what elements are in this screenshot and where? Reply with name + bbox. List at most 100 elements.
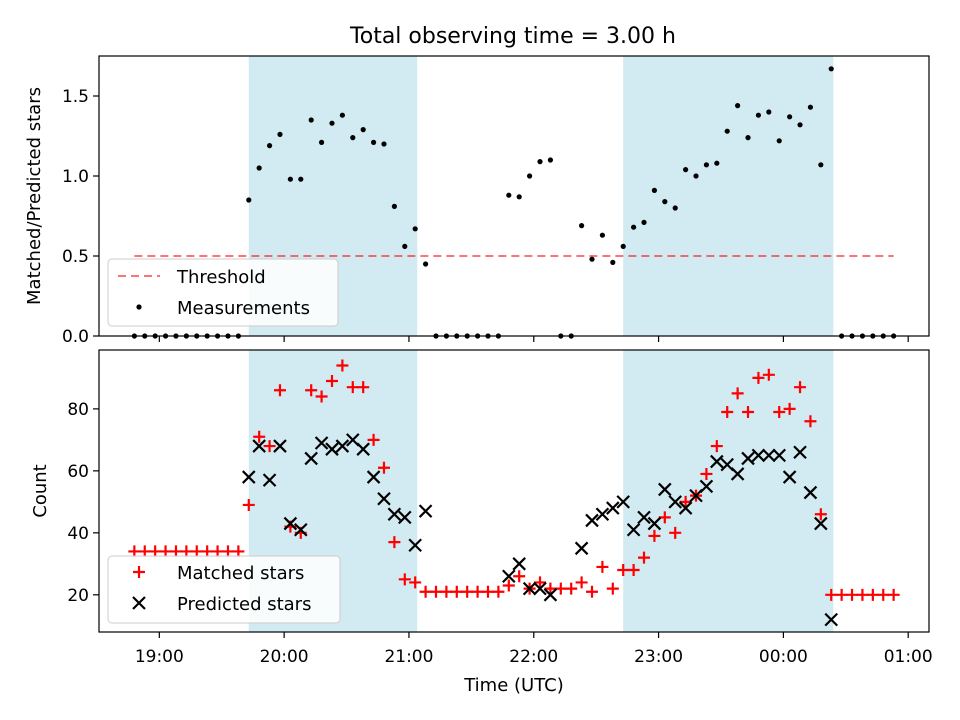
predicted-star-marker <box>314 436 329 450</box>
matched-star-marker <box>804 415 817 428</box>
predicted-star-marker <box>294 522 308 537</box>
matched-star-marker <box>211 545 224 558</box>
matched-star-marker <box>315 390 328 403</box>
predicted-star-marker <box>626 522 641 537</box>
predicted-star-marker <box>283 516 298 531</box>
x-tick-label: 00:00 <box>759 647 808 667</box>
measurement-point <box>672 205 678 211</box>
predicted-star-marker <box>377 491 391 506</box>
predicted-star-marker <box>678 501 693 515</box>
predicted-star-marker <box>273 439 287 453</box>
y-tick-label: 20 <box>67 586 89 606</box>
matched-star-marker <box>648 529 661 542</box>
bottom-legend: Matched stars Predicted stars <box>107 555 341 624</box>
matched-star-marker <box>721 405 734 418</box>
matched-star-marker <box>627 564 640 577</box>
predicted-star-marker <box>574 541 589 556</box>
matched-star-marker <box>461 585 474 598</box>
x-tick-label: 19:00 <box>135 647 184 667</box>
measurement-point <box>537 159 543 165</box>
legend-predicted-label: Predicted stars <box>177 594 311 615</box>
top-axes-frame <box>98 55 930 337</box>
measurement-point <box>350 135 356 141</box>
predicted-star-marker <box>533 581 547 596</box>
y-tick-label: 40 <box>67 524 89 544</box>
matched-star-marker <box>263 440 276 453</box>
matched-star-marker <box>346 381 359 394</box>
matched-star-marker <box>679 495 692 508</box>
matched-star-marker <box>575 576 588 589</box>
measurement-point <box>391 203 397 209</box>
legend-predicted-swatch <box>132 596 146 610</box>
y-tick-label: 1.0 <box>62 167 89 187</box>
measurement-point <box>641 219 647 225</box>
predicted-star-marker <box>304 451 318 466</box>
measurement-point <box>298 176 304 182</box>
ratio-panel: 0.0 0.5 1.0 1.5 Matched/Predicted stars Thr… <box>24 55 930 347</box>
matched-star-marker <box>305 384 318 397</box>
predicted-star-marker <box>408 538 422 553</box>
y-tick-label: 0.0 <box>62 327 89 347</box>
matched-star-marker <box>419 585 432 598</box>
predicted-star-marker <box>658 482 672 497</box>
predicted-star-marker <box>522 581 537 596</box>
predicted-star-marker <box>262 473 277 487</box>
measurement-point <box>807 104 814 110</box>
matched-star-marker <box>232 545 245 558</box>
matched-star-marker <box>658 511 671 524</box>
measurement-point <box>745 135 751 141</box>
shaded-band-1 <box>623 350 834 632</box>
predicted-star-marker <box>585 513 599 528</box>
matched-star-marker <box>700 467 713 480</box>
measurement-point <box>755 112 762 118</box>
matched-star-marker <box>149 545 162 558</box>
measurement-point <box>287 176 293 182</box>
predicted-star-marker <box>803 485 818 500</box>
matched-star-marker <box>887 588 900 601</box>
predicted-star-marker <box>595 507 610 522</box>
top-legend: Threshold Measurements <box>107 258 339 327</box>
matched-star-marker <box>825 588 838 601</box>
matched-star-marker <box>481 585 494 598</box>
measurement-point <box>318 139 325 145</box>
matched-star-marker <box>169 545 182 558</box>
predicted-star-marker <box>793 445 807 460</box>
x-tick-label: 23:00 <box>634 647 683 667</box>
predicted-star-marker <box>398 510 412 525</box>
measurement-point <box>422 261 429 267</box>
predicted-star-marker <box>418 504 433 518</box>
top-legend-box <box>107 258 339 327</box>
predicted-star-marker <box>241 470 256 484</box>
x-tick-label: 22:00 <box>509 647 558 667</box>
matched-star-marker <box>128 545 141 558</box>
matched-star-marker <box>638 551 651 564</box>
matched-star-marker <box>534 576 547 589</box>
predicted-star-marker <box>252 439 266 453</box>
matched-star-marker <box>471 585 484 598</box>
predicted-star-marker <box>616 495 630 509</box>
measurement-point <box>620 243 626 249</box>
measurement-point <box>776 138 782 144</box>
legend-matched-swatch <box>133 566 145 578</box>
matched-star-marker <box>773 405 786 418</box>
predicted-star-marker <box>772 448 787 463</box>
predicted-star-marker <box>512 557 526 571</box>
matched-star-marker <box>544 582 557 595</box>
measurement-point <box>370 139 377 145</box>
measurement-point <box>527 173 533 179</box>
matched-star-marker <box>180 545 193 558</box>
matched-star-marker <box>325 374 338 387</box>
matched-star-marker <box>742 405 755 418</box>
bottom-y-axis-label: Count <box>30 464 51 517</box>
measurement-point <box>516 194 522 200</box>
matched-star-marker <box>450 585 463 598</box>
bottom-legend-box <box>107 555 341 624</box>
matched-star-marker <box>429 585 442 598</box>
matched-star-marker <box>617 564 630 577</box>
predicted-star-marker <box>647 516 662 531</box>
count-panel: 20 40 60 80 19:00 20:00 21:00 22:00 23:00 00:00 0… <box>30 349 933 696</box>
predicted-star-marker <box>356 442 370 456</box>
top-y-axis-label: Matched/Predicted stars <box>24 87 45 305</box>
measurement-point <box>277 131 283 137</box>
